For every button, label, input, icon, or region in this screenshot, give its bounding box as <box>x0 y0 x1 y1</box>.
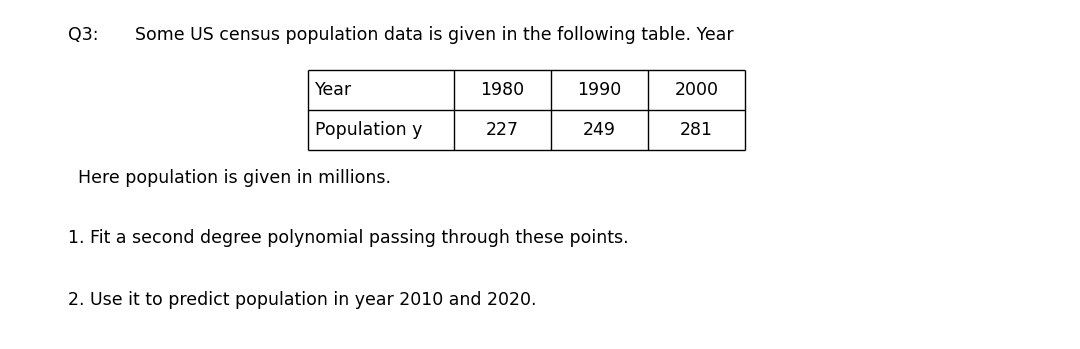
Text: Q3:: Q3: <box>68 26 98 44</box>
Text: 1980: 1980 <box>481 81 524 99</box>
Text: 281: 281 <box>680 121 713 139</box>
Text: Here population is given in millions.: Here population is given in millions. <box>78 169 391 187</box>
Text: 249: 249 <box>583 121 616 139</box>
Text: 1990: 1990 <box>578 81 621 99</box>
Text: Some US census population data is given in the following table. Year: Some US census population data is given … <box>135 26 733 44</box>
Text: 2000: 2000 <box>675 81 718 99</box>
Text: Year: Year <box>315 81 352 99</box>
Text: 227: 227 <box>486 121 518 139</box>
Text: Population y: Population y <box>315 121 422 139</box>
Text: 1. Fit a second degree polynomial passing through these points.: 1. Fit a second degree polynomial passin… <box>68 229 629 247</box>
Text: 2. Use it to predict population in year 2010 and 2020.: 2. Use it to predict population in year … <box>68 291 537 310</box>
